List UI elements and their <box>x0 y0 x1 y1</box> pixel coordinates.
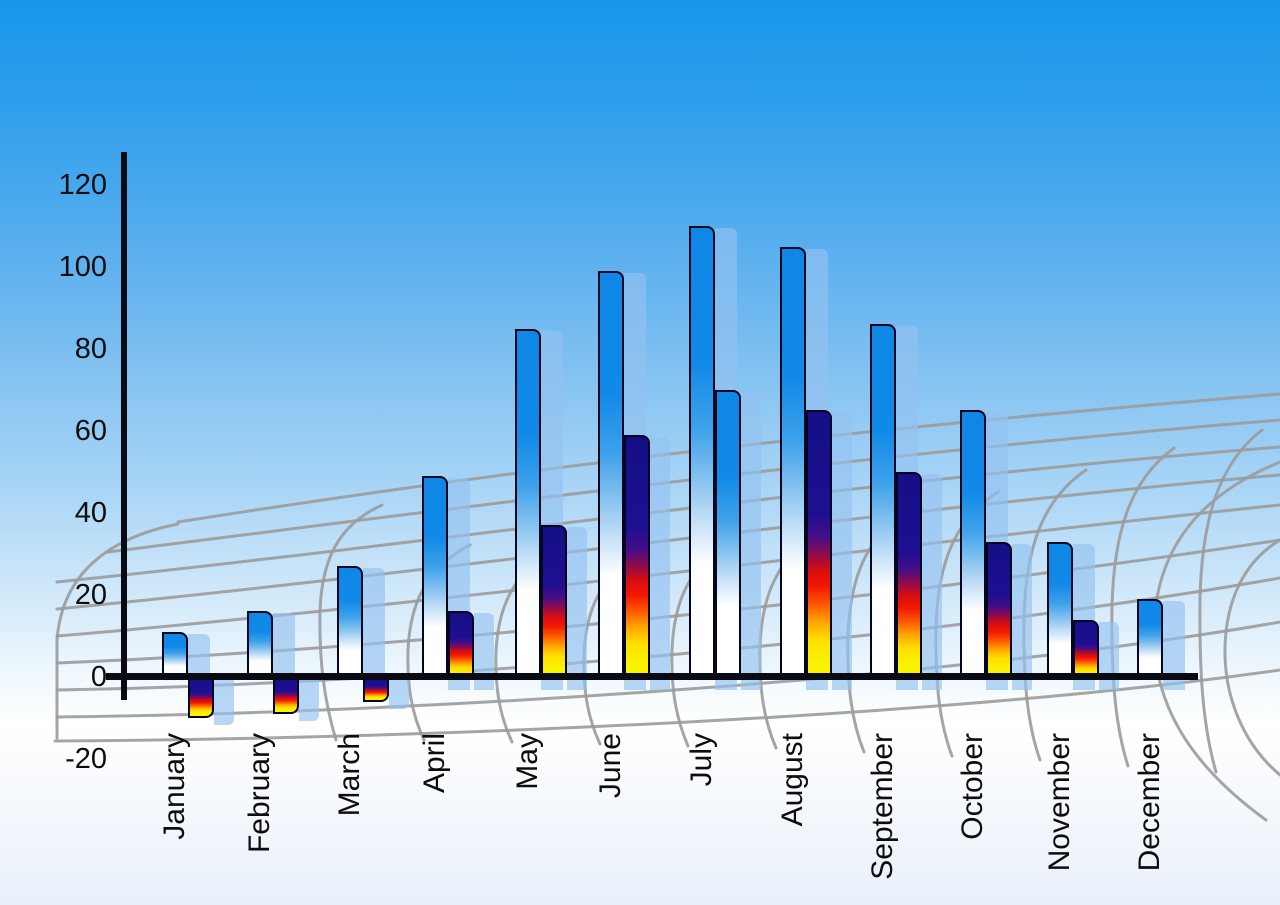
x-tick-label-november: November <box>1043 733 1076 872</box>
x-tick-label-august: August <box>776 733 809 827</box>
bar-april-secondary <box>448 611 474 677</box>
bar-april-primary <box>422 476 448 677</box>
y-tick-label-40: 40 <box>74 497 107 529</box>
bar-shadow-february-primary <box>273 613 295 690</box>
y-tick-label-20: 20 <box>74 579 107 611</box>
bar-july-primary <box>689 226 715 677</box>
bar-shadow-march-secondary <box>389 679 409 709</box>
bar-shadow-april-secondary <box>474 613 494 690</box>
y-tick-label-120: 120 <box>58 169 107 201</box>
bar-march-primary <box>337 566 363 677</box>
x-axis-line <box>106 673 1198 680</box>
bar-shadow-july-secondary <box>741 392 761 690</box>
y-tick-label-100: 100 <box>58 251 107 283</box>
bar-june-primary <box>598 271 624 677</box>
bar-december-primary <box>1137 599 1163 677</box>
bar-shadow-september-secondary <box>922 474 942 690</box>
bar-february-primary <box>247 611 273 677</box>
bar-july-secondary <box>715 390 741 677</box>
bar-january-primary <box>162 632 188 677</box>
x-tick-label-june: June <box>594 733 627 799</box>
x-tick-label-may: May <box>511 733 544 790</box>
bar-november-primary <box>1047 542 1073 677</box>
bar-shadow-january-secondary <box>214 679 234 725</box>
x-tick-label-april: April <box>418 733 451 794</box>
bar-october-primary <box>960 410 986 677</box>
x-tick-label-september: September <box>866 733 899 880</box>
bar-january-secondary <box>188 677 214 718</box>
x-tick-label-january: January <box>158 733 191 840</box>
y-axis-line <box>121 152 127 700</box>
bar-shadow-december-primary <box>1163 601 1185 690</box>
x-tick-label-february: February <box>243 733 276 854</box>
bar-may-secondary <box>541 525 567 677</box>
bar-february-secondary <box>273 677 299 714</box>
bar-august-secondary <box>806 410 832 677</box>
y-tick-label--20: -20 <box>65 743 107 775</box>
bar-shadow-october-secondary <box>1012 544 1032 690</box>
x-tick-label-july: July <box>685 733 718 787</box>
y-tick-label-60: 60 <box>74 415 107 447</box>
bar-shadow-may-secondary <box>567 527 587 690</box>
bar-september-primary <box>870 324 896 677</box>
bar-shadow-june-secondary <box>650 437 670 690</box>
bar-march-secondary <box>363 677 389 702</box>
x-tick-label-march: March <box>333 733 366 817</box>
x-tick-label-december: December <box>1133 733 1166 872</box>
y-tick-label-0: 0 <box>90 661 107 693</box>
bar-may-primary <box>515 329 541 677</box>
bar-november-secondary <box>1073 620 1099 677</box>
bar-june-secondary <box>624 435 650 677</box>
x-tick-label-october: October <box>956 733 989 840</box>
y-tick-label-80: 80 <box>74 333 107 365</box>
bar-september-secondary <box>896 472 922 677</box>
bar-august-primary <box>780 247 806 677</box>
bar-shadow-august-secondary <box>832 412 852 690</box>
bar-shadow-march-primary <box>363 568 385 690</box>
bar-october-secondary <box>986 542 1012 677</box>
bar-shadow-february-secondary <box>299 679 319 721</box>
